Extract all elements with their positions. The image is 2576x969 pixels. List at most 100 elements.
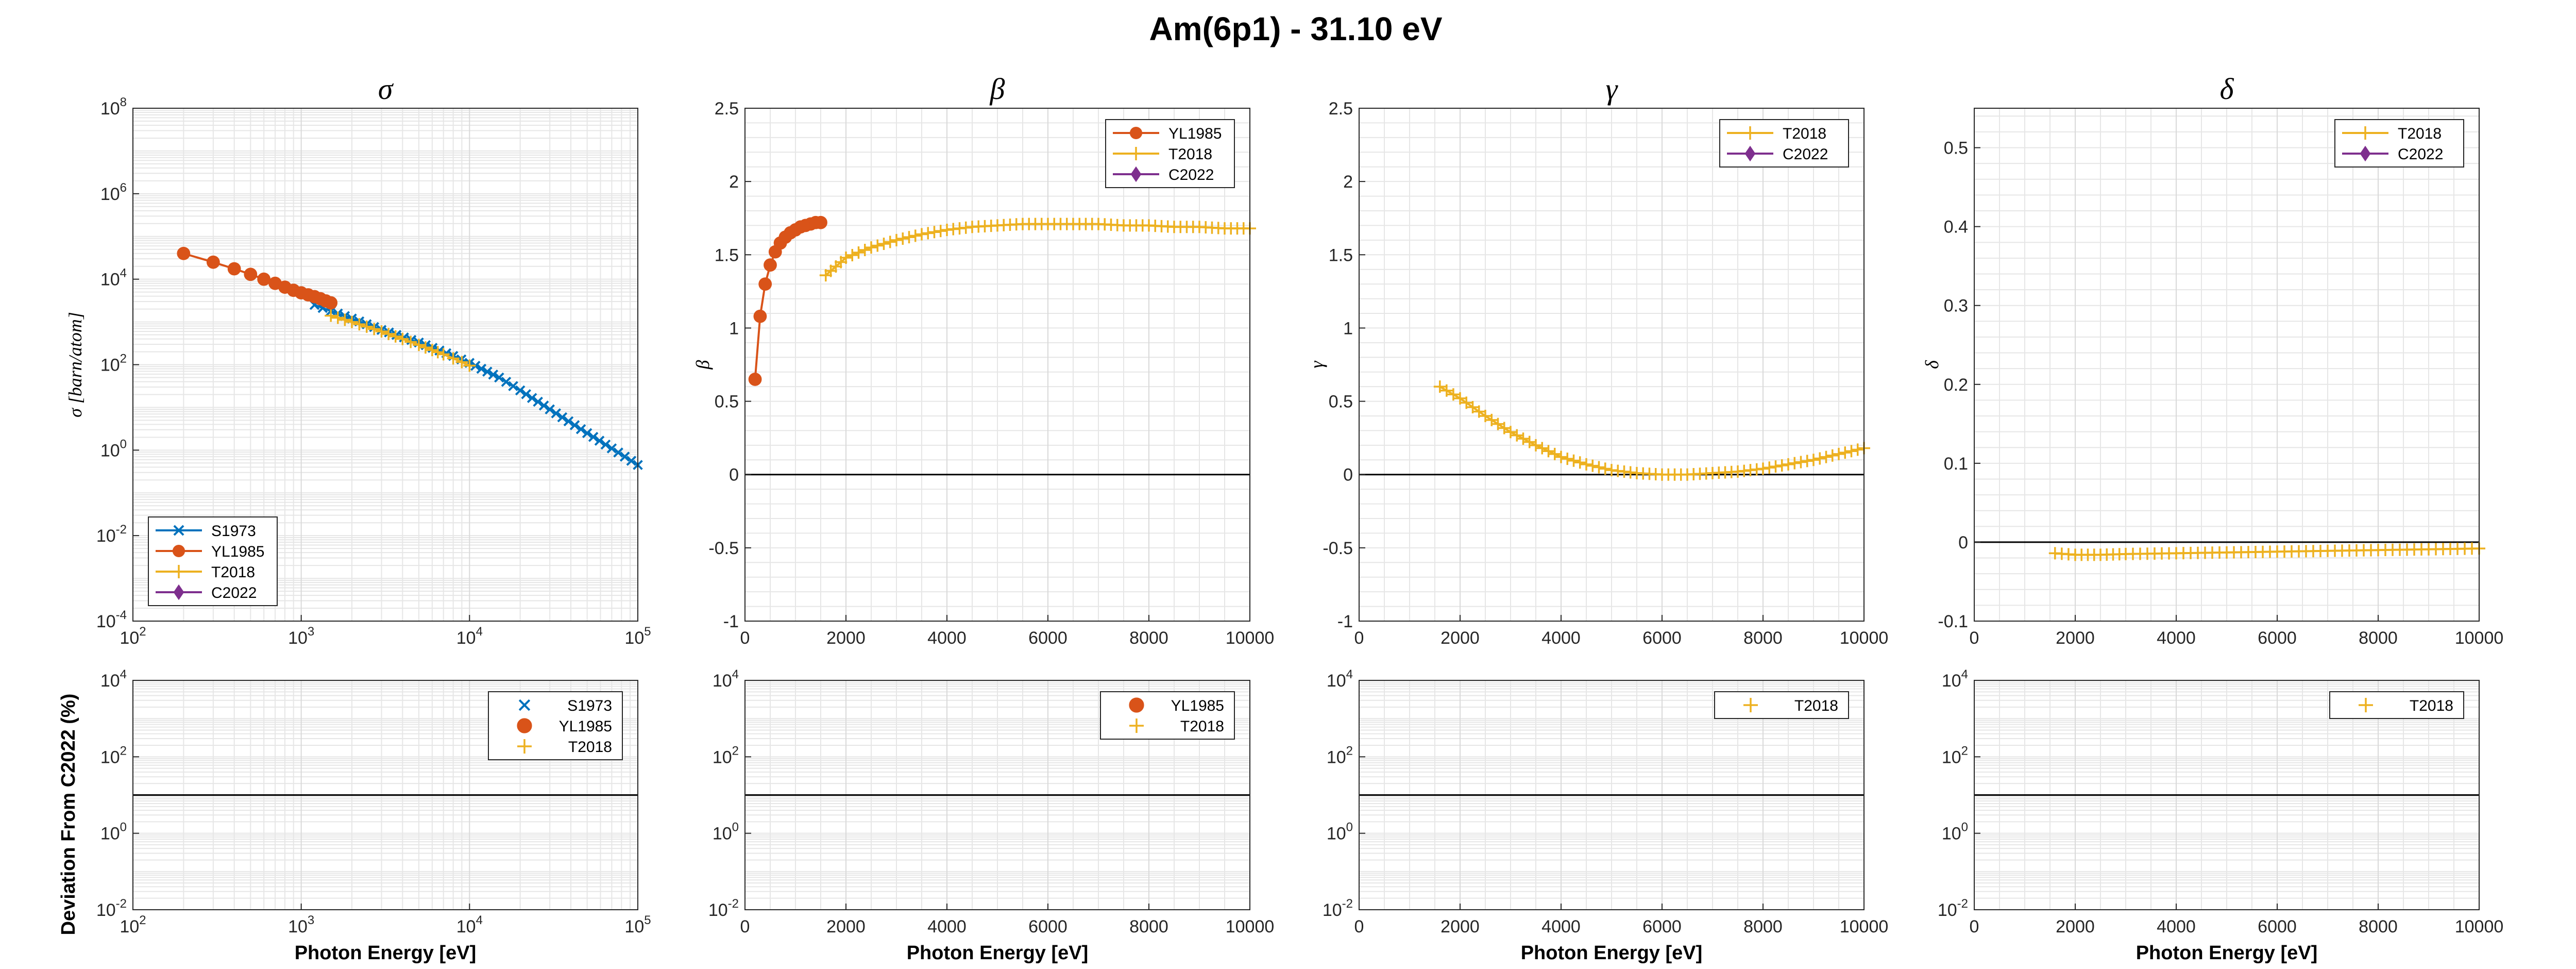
legend-marker [1130, 166, 1142, 182]
legend-label: C2022 [1783, 146, 1828, 163]
y-tick-label: 2 [1343, 172, 1353, 192]
legend-label: T2018 [1168, 146, 1212, 163]
x-tick-label: 10000 [1840, 628, 1889, 648]
data-point [177, 246, 191, 260]
legend-item-YL1985: YL1985 [517, 718, 612, 735]
legend-label: T2018 [1783, 125, 1826, 142]
x-axis-label: Photon Energy [eV] [907, 942, 1089, 964]
legend-item-S1973: S1973 [156, 523, 256, 540]
x-tick-label: 103 [288, 913, 314, 937]
y-axis-label: σ [barn/atom] [65, 312, 86, 417]
x-tick-label: 6000 [1028, 917, 1067, 937]
data-point [858, 244, 871, 257]
data-point [557, 412, 568, 423]
y-tick-label: 1 [1343, 319, 1353, 338]
data-point [431, 346, 444, 359]
y-tick-label: 0 [1343, 465, 1353, 485]
panel-gamma: 0 2000 4000 6000 8000 10000 -1 -0.5 0 0.5 1 1.5 2 2.5… [1307, 72, 1888, 648]
y-tick-label: 104 [1327, 667, 1353, 691]
legend-item-T2018: T2018 [1727, 125, 1826, 142]
y-tick-label: 10-4 [96, 608, 127, 631]
x-tick-label: 8000 [1129, 628, 1168, 648]
figure-title: Am(6p1) - 31.10 eV [1149, 10, 1442, 47]
x-axis-label: Photon Energy [eV] [295, 942, 477, 964]
data-point [227, 262, 241, 276]
legend-box [1719, 119, 1849, 168]
legend-marker [2359, 698, 2373, 712]
x-tick-label: 8000 [1743, 917, 1783, 937]
data-point [419, 341, 432, 354]
data-point [563, 416, 574, 427]
data-point [896, 232, 909, 245]
data-point [368, 323, 381, 336]
legend-marker [1743, 698, 1758, 712]
legend-item-T2018: T2018 [2359, 697, 2453, 714]
legend-marker [173, 525, 184, 536]
data-point [1460, 396, 1473, 409]
y-tick-label: 102 [713, 744, 739, 767]
y-tick-label: 10-2 [1323, 897, 1353, 920]
data-point [1542, 445, 1555, 458]
data-point [582, 428, 592, 439]
axes-box [132, 680, 638, 910]
legend-label: T2018 [1180, 718, 1224, 735]
legend: T2018 [1714, 691, 1849, 719]
data-point [575, 424, 586, 435]
legend-label: YL1985 [211, 543, 264, 560]
legend-box [2334, 119, 2464, 168]
data-point [1548, 447, 1561, 460]
legend-marker [1129, 147, 1143, 160]
data-point [1511, 429, 1523, 442]
x-tick-label: 2000 [1440, 917, 1480, 937]
x-tick-label: 4000 [927, 917, 967, 937]
y-tick-label: 2.5 [715, 99, 739, 119]
legend-marker [173, 584, 184, 600]
x-tick-label: 6000 [2258, 917, 2297, 937]
data-point [346, 315, 359, 328]
y-tick-label: 0 [1958, 533, 1968, 553]
data-point [1433, 380, 1446, 393]
x-tick-label: 6000 [2258, 628, 2297, 648]
y-tick-label: 104 [713, 667, 739, 691]
x-tick-label: 4000 [2157, 917, 2196, 937]
axes-box [744, 680, 1250, 910]
x-tick-label: 4000 [1541, 917, 1581, 937]
data-point [1479, 410, 1492, 422]
legend: YL1985 T2018 [1100, 691, 1235, 740]
data-point [1788, 457, 1801, 470]
x-tick-label: 2000 [2056, 628, 2095, 648]
y-tick-label: 104 [1942, 667, 1968, 691]
data-point [840, 251, 852, 264]
data-point [1485, 413, 1498, 426]
data-point [1826, 449, 1839, 462]
legend-item-T2018: T2018 [1743, 697, 1838, 714]
y-tick-label: 100 [100, 821, 127, 844]
series-T2018 [2048, 542, 2485, 561]
data-point [1555, 450, 1567, 463]
data-point [1592, 461, 1605, 474]
y-tick-label: 1.5 [1329, 245, 1353, 265]
data-point [396, 332, 409, 345]
x-tick-label: 0 [1970, 628, 1979, 648]
y-tick-label: 102 [100, 744, 127, 767]
data-point [871, 239, 884, 252]
data-point [606, 443, 617, 454]
y-tick-label: 1.5 [715, 245, 739, 265]
grid [1359, 108, 1865, 622]
data-point [551, 408, 562, 419]
x-tick-label: 8000 [1743, 628, 1783, 648]
legend-item-T2018: T2018 [2342, 125, 2442, 142]
data-point [890, 233, 903, 246]
data-point [1794, 456, 1807, 469]
data-point [594, 436, 605, 446]
data-point [1530, 439, 1542, 452]
legend-marker [2360, 145, 2371, 162]
legend-label: YL1985 [559, 718, 612, 735]
legend-item-YL1985: YL1985 [1113, 125, 1222, 142]
data-point [1775, 459, 1788, 472]
data-point [412, 339, 425, 352]
panel-delta: 0 2000 4000 6000 8000 10000-0.100.10.20.30.40… [1922, 72, 2503, 648]
legend-item-C2022: C2022 [1727, 145, 1828, 163]
legend-label: C2022 [211, 584, 257, 602]
series-T2018 [819, 218, 1256, 282]
